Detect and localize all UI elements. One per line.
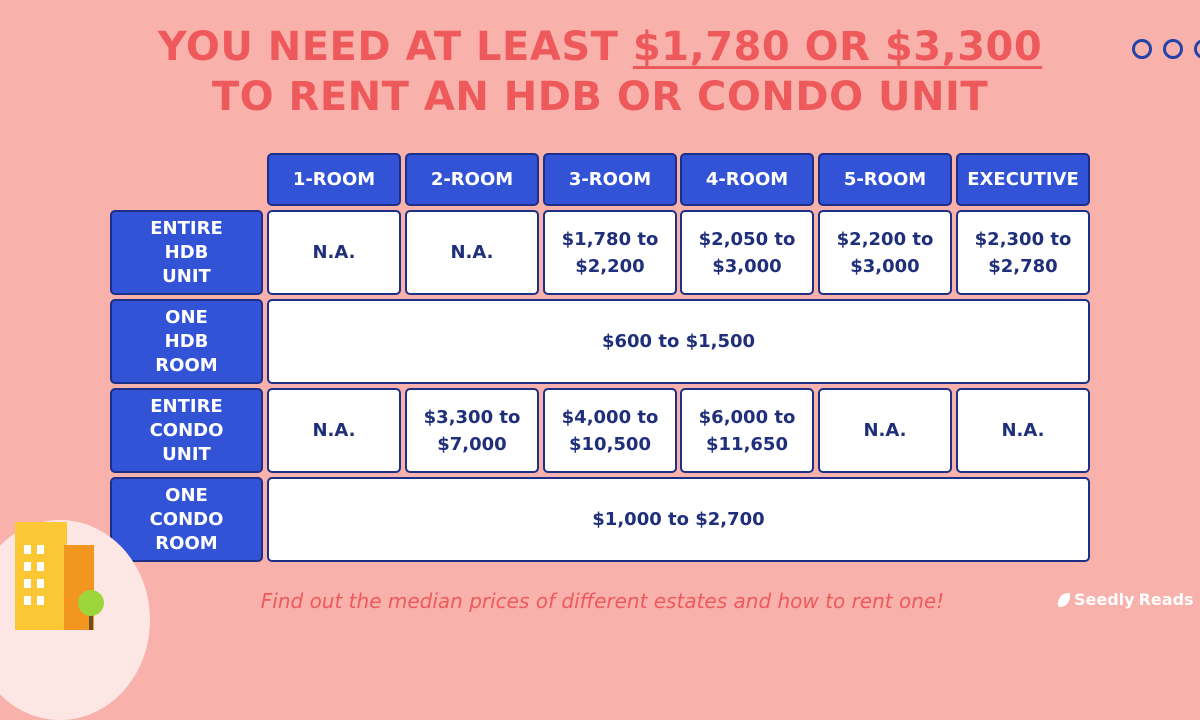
table-cell: $2,300 to $2,780 xyxy=(956,210,1090,295)
tree-icon xyxy=(78,590,104,616)
circle-icon xyxy=(1132,39,1152,59)
footer-caption: Find out the median prices of different … xyxy=(260,589,945,613)
row-header-entire-hdb-unit: ENTIRE HDB UNIT xyxy=(110,210,263,295)
row-header-one-condo-room: ONE CONDO ROOM xyxy=(110,477,263,562)
title-line-1: YOU NEED AT LEAST $1,780 OR $3,300 xyxy=(157,24,1043,70)
circle-icon xyxy=(1194,39,1200,59)
column-header-2-room: 2-ROOM xyxy=(405,153,539,206)
column-header-executive: EXECUTIVE xyxy=(956,153,1090,206)
seedly-leaf-icon xyxy=(1058,592,1070,607)
three-circles-decoration-icon xyxy=(1132,39,1200,59)
row-header-entire-condo-unit: ENTIRE CONDO UNIT xyxy=(110,388,263,473)
circle-icon xyxy=(1163,39,1183,59)
table-cell: N.A. xyxy=(267,388,401,473)
column-header-1-room: 1-ROOM xyxy=(267,153,401,206)
title-line-2: TO RENT AN HDB OR CONDO UNIT xyxy=(211,74,989,120)
column-header-4-room: 4-ROOM xyxy=(680,153,814,206)
table-cell: N.A. xyxy=(956,388,1090,473)
page-title: YOU NEED AT LEAST $1,780 OR $3,300 TO RE… xyxy=(0,22,1200,122)
brand-logo: Seedly Reads xyxy=(1058,590,1194,609)
title-highlight: $1,780 OR $3,300 xyxy=(632,24,1043,70)
column-header-3-room: 3-ROOM xyxy=(543,153,677,206)
row-header-one-hdb-room: ONE HDB ROOM xyxy=(110,299,263,384)
table-cell: $2,200 to $3,000 xyxy=(818,210,952,295)
table-cell: $3,300 to $7,000 xyxy=(405,388,539,473)
table-cell: $6,000 to $11,650 xyxy=(680,388,814,473)
table-cell: $2,050 to $3,000 xyxy=(680,210,814,295)
table-cell: $4,000 to $10,500 xyxy=(543,388,677,473)
table-cell: N.A. xyxy=(818,388,952,473)
table-cell: $1,780 to $2,200 xyxy=(543,210,677,295)
spanning-table-cell: $1,000 to $2,700 xyxy=(267,477,1090,562)
table-cell: N.A. xyxy=(405,210,539,295)
table-cell: N.A. xyxy=(267,210,401,295)
spanning-table-cell: $600 to $1,500 xyxy=(267,299,1090,384)
column-header-5-room: 5-ROOM xyxy=(818,153,952,206)
